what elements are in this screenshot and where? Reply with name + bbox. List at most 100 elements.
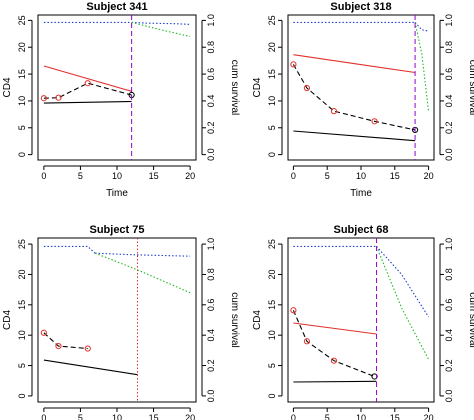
y2-axis-label: cum survival xyxy=(229,60,240,116)
series-survival-predicted-b xyxy=(414,22,430,112)
y2-axis-label: cum survival xyxy=(467,60,474,116)
data-point xyxy=(330,108,338,115)
y2-tick-label: 0.2 xyxy=(206,122,216,135)
x-tick-label: 0 xyxy=(41,171,46,181)
series-survival-predicted-a xyxy=(131,21,191,25)
x-tick-label: 10 xyxy=(356,413,366,420)
series-survival-predicted-a xyxy=(95,252,191,257)
series-mean-trajectory xyxy=(43,65,132,92)
y2-tick-label: 0.2 xyxy=(206,359,216,372)
y2-tick-label: 1.0 xyxy=(444,14,454,27)
data-point xyxy=(371,118,378,125)
chart-title: Subject 318 xyxy=(330,1,391,13)
y-tick-label: 5 xyxy=(267,125,277,130)
plot-frame xyxy=(37,14,197,161)
data-point xyxy=(55,94,62,101)
data-point xyxy=(84,80,91,87)
x-tick-label: 15 xyxy=(149,413,159,420)
y-tick-label: 20 xyxy=(17,269,27,279)
data-point xyxy=(40,95,47,102)
x-tick-label: 0 xyxy=(291,171,296,181)
y-axis-label: CD4 xyxy=(252,310,263,330)
panel-4: Subject 6805101520Time0510152025CD40.00.… xyxy=(252,224,474,420)
y-tick-label: 0 xyxy=(17,152,27,157)
y-tick-label: 5 xyxy=(17,363,27,368)
y-tick-label: 0 xyxy=(267,152,277,157)
y2-tick-label: 0.0 xyxy=(206,390,216,403)
y-tick-label: 5 xyxy=(267,363,277,368)
y2-tick-label: 0.6 xyxy=(206,299,216,312)
y-tick-label: 0 xyxy=(17,393,27,398)
y2-tick-label: 0.0 xyxy=(444,148,454,161)
panel-2: Subject 318 0 5 10 15 20 Time 0 5 10 15 20 25 CD4 0.0 0… xyxy=(252,1,474,199)
y-tick-label: 10 xyxy=(267,96,277,106)
y-tick-label: 15 xyxy=(267,300,277,310)
y2-tick-label: 0.6 xyxy=(206,68,216,81)
x-tick-label: 15 xyxy=(390,171,400,181)
y-tick-label: 15 xyxy=(267,69,277,79)
y2-tick-label: 0.0 xyxy=(444,390,454,403)
panel-1: Subject 341 0 5 10 15 20 Time 0 5 10 15 20 25 CD4 0.0 0… xyxy=(2,1,240,199)
y-axis-label: CD4 xyxy=(252,77,263,97)
series-survival-predicted-b xyxy=(375,246,430,360)
x-axis-label: Time xyxy=(350,188,372,199)
series-group xyxy=(40,245,191,376)
series-mean-trajectory xyxy=(293,54,416,74)
y2-tick-label: 0.4 xyxy=(206,329,216,342)
x-tick-label: 20 xyxy=(185,413,195,420)
y2-tick-label: 1.0 xyxy=(206,14,216,27)
chart-title: Subject 341 xyxy=(86,1,147,13)
data-point xyxy=(84,345,91,352)
y2-tick-label: 0.8 xyxy=(444,268,454,281)
series-survival-predicted-b xyxy=(94,252,191,294)
y2-axis-label: cum survival xyxy=(467,292,474,348)
chart-title: Subject 75 xyxy=(89,224,144,236)
series-group xyxy=(290,21,430,142)
data-point xyxy=(303,338,311,345)
series-baseline xyxy=(43,100,132,104)
y2-tick-label: 0.8 xyxy=(206,41,216,54)
y2-tick-label: 0.2 xyxy=(444,122,454,135)
data-point xyxy=(371,373,378,380)
y-tick-label: 20 xyxy=(267,269,277,279)
y2-tick-label: 1.0 xyxy=(444,238,454,251)
x-tick-label: 0 xyxy=(291,413,296,420)
x-tick-label: 10 xyxy=(356,171,366,181)
y2-tick-label: 0.8 xyxy=(206,268,216,281)
plot-frame xyxy=(287,237,435,403)
x-axis-label: Time xyxy=(106,188,128,199)
y-tick-label: 25 xyxy=(267,239,277,249)
y-tick-label: 25 xyxy=(17,15,27,25)
series-group xyxy=(290,245,430,383)
panel-3: Subject 7505101520Time0510152025CD40.00.… xyxy=(2,224,240,420)
y-tick-label: 10 xyxy=(17,96,27,106)
plot-frame xyxy=(287,14,435,161)
chart-title: Subject 68 xyxy=(333,224,388,236)
data-point xyxy=(303,84,311,92)
series-baseline xyxy=(293,380,377,383)
plot-frame xyxy=(37,237,197,403)
data-point xyxy=(290,61,297,68)
series-survival-predicted-a xyxy=(414,22,429,32)
data-point xyxy=(55,343,62,350)
y2-tick-label: 0.0 xyxy=(206,148,216,161)
x-tick-label: 5 xyxy=(78,171,83,181)
y2-tick-label: 0.6 xyxy=(444,299,454,312)
y-tick-label: 5 xyxy=(17,125,27,130)
series-survival-predicted-a xyxy=(376,246,430,318)
y2-tick-label: 0.2 xyxy=(444,359,454,372)
x-tick-label: 15 xyxy=(149,171,159,181)
y-tick-label: 15 xyxy=(17,300,27,310)
y-tick-label: 20 xyxy=(17,42,27,52)
series-baseline xyxy=(293,130,416,142)
series-observed xyxy=(43,332,88,350)
x-tick-label: 5 xyxy=(325,171,330,181)
y2-tick-label: 1.0 xyxy=(206,238,216,251)
y2-axis-label: cum survival xyxy=(229,292,240,348)
y2-tick-label: 0.4 xyxy=(444,95,454,108)
y-tick-label: 20 xyxy=(267,42,277,52)
y-tick-label: 10 xyxy=(267,330,277,340)
x-tick-label: 0 xyxy=(41,413,46,420)
series-baseline xyxy=(43,359,138,376)
